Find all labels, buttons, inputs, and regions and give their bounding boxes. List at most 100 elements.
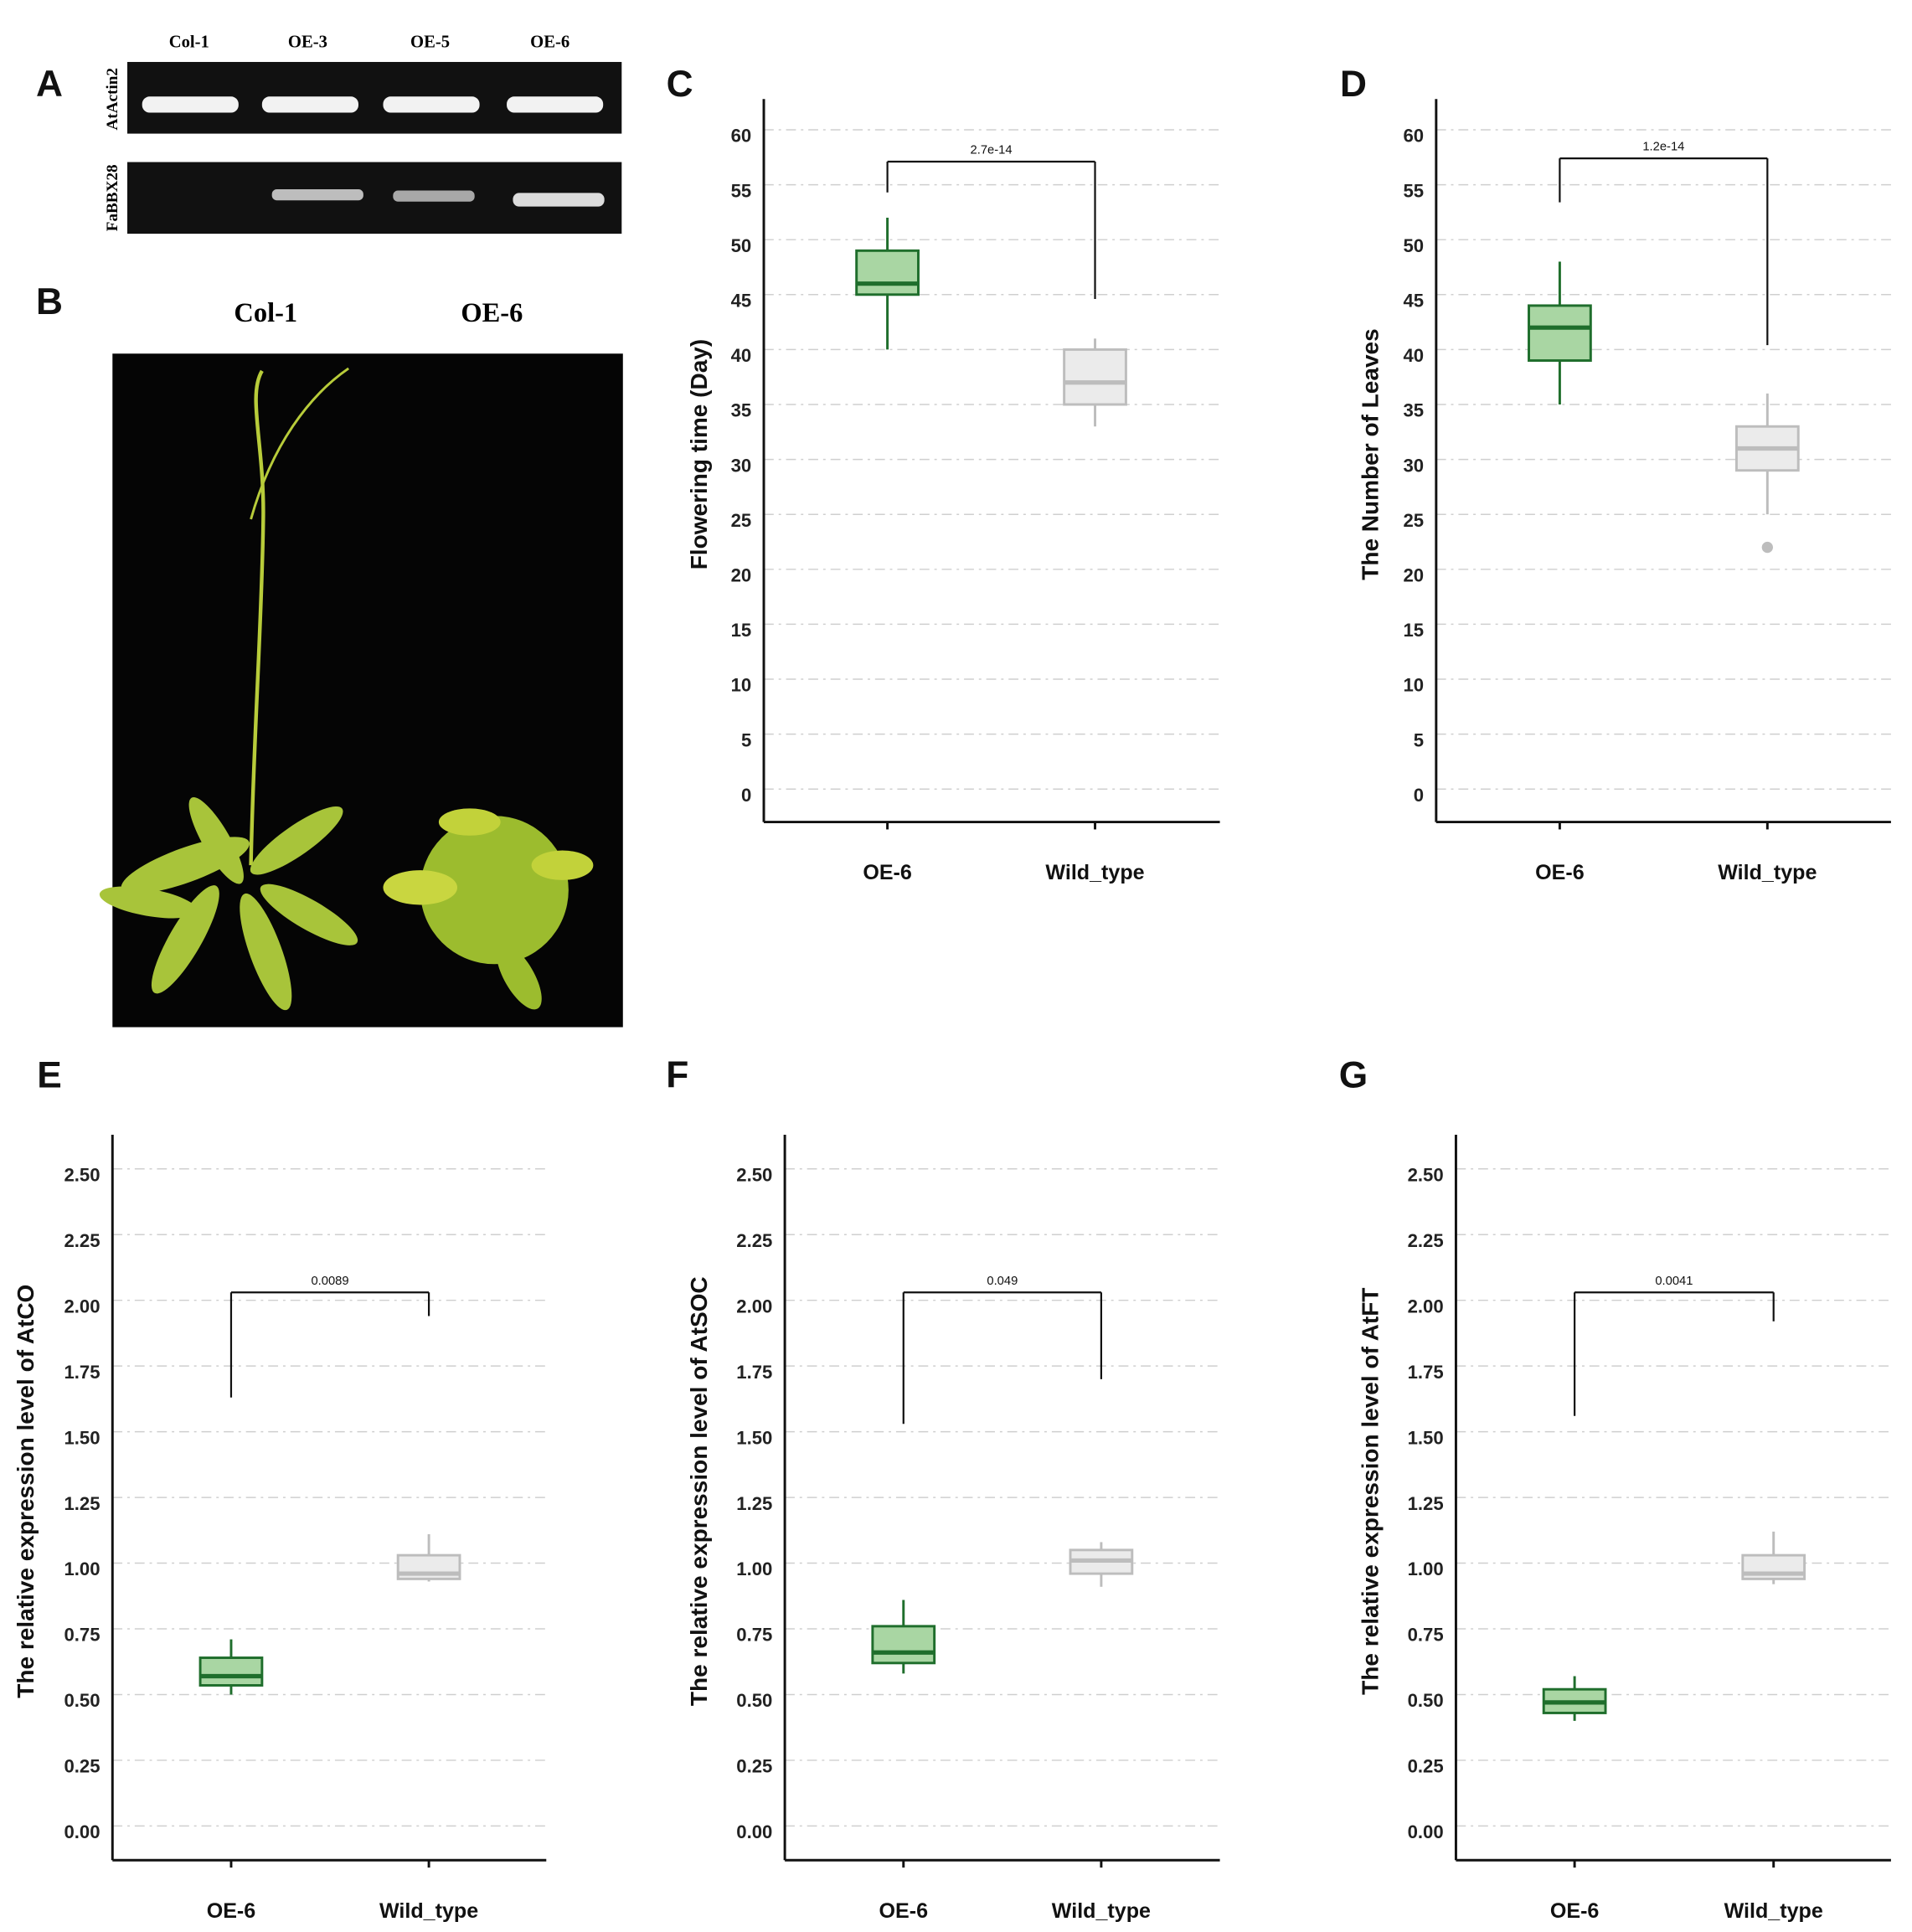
band: [271, 188, 363, 201]
y-tick-label: 1.75: [736, 1362, 772, 1383]
y-tick-label: 0: [1414, 785, 1424, 806]
y-tick-label: 2.25: [1408, 1230, 1444, 1251]
y-tick-label: 1.00: [736, 1558, 772, 1579]
photo-label: Col-1: [234, 298, 297, 328]
y-axis-label: The relative expression level of AtFT: [1357, 1288, 1383, 1695]
x-tick-label: Wild_type: [1718, 861, 1817, 884]
stem: [250, 367, 350, 520]
x-tick-label: Wild_type: [1052, 1899, 1151, 1923]
y-tick-label: 1.25: [1408, 1493, 1444, 1514]
y-tick-label: 0.50: [64, 1690, 100, 1711]
plant-photo: [99, 353, 623, 1028]
photo-label: OE-6: [461, 298, 523, 328]
y-tick-label: 50: [1403, 235, 1424, 256]
band: [261, 96, 358, 113]
y-tick-label: 30: [1403, 455, 1424, 476]
y-tick-label: 2.50: [736, 1164, 772, 1185]
y-tick-label: 30: [731, 455, 752, 476]
gene-label: AtActin2: [104, 68, 121, 131]
x-tick-label: OE-6: [863, 861, 912, 884]
y-tick-label: 2.25: [64, 1230, 100, 1251]
band: [142, 96, 239, 113]
y-axis-label: The Number of Leaves: [1357, 328, 1383, 580]
rosette: [99, 796, 358, 1011]
y-tick-label: 2.00: [1408, 1296, 1444, 1316]
x-tick-label: Wild_type: [1724, 1899, 1823, 1923]
y-axis-label: The relative expression level of AtSOC: [686, 1276, 712, 1706]
y-tick-label: 45: [731, 290, 752, 311]
y-tick-label: 2.00: [736, 1296, 772, 1316]
y-tick-label: 0.75: [736, 1625, 772, 1646]
p-value: 0.0089: [311, 1275, 348, 1288]
y-tick-label: 2.50: [64, 1164, 100, 1185]
band: [513, 193, 605, 207]
x-tick-label: Wild_type: [379, 1899, 478, 1923]
box: [871, 1625, 936, 1665]
lane-label: OE-5: [410, 33, 450, 52]
y-tick-label: 0.25: [64, 1756, 100, 1777]
y-tick-label: 1.50: [736, 1427, 772, 1448]
lane-label: OE-6: [530, 33, 569, 52]
p-value: 1.2e-14: [1642, 141, 1684, 154]
y-tick-label: 10: [731, 675, 752, 696]
y-tick-label: 40: [1403, 345, 1424, 366]
panel-letter: F: [666, 1055, 688, 1096]
box: [855, 249, 920, 296]
box: [1528, 304, 1592, 362]
rosette: [383, 808, 594, 1010]
panel-letter: G: [1339, 1055, 1368, 1096]
panel-letter: C: [667, 64, 693, 105]
lane-label: Col-1: [169, 33, 209, 52]
band: [393, 190, 475, 202]
y-tick-label: 50: [731, 235, 752, 256]
panel-letter: A: [36, 64, 63, 105]
box: [198, 1656, 264, 1687]
y-tick-label: 0.75: [1408, 1625, 1444, 1646]
x-tick-label: OE-6: [207, 1899, 256, 1923]
y-axis-label: The relative expression level of AtCO: [13, 1285, 39, 1698]
band: [507, 96, 604, 113]
y-tick-label: 2.00: [64, 1296, 100, 1316]
y-tick-label: 0.00: [1408, 1821, 1444, 1842]
y-tick-label: 1.75: [1408, 1362, 1444, 1383]
x-tick-label: OE-6: [1550, 1899, 1600, 1923]
y-tick-label: 1.25: [64, 1493, 100, 1514]
y-tick-label: 60: [731, 126, 752, 147]
stem: [249, 369, 265, 866]
y-tick-label: 0.75: [64, 1625, 100, 1646]
y-tick-label: 1.00: [64, 1558, 100, 1579]
x-tick-label: Wild_type: [1045, 861, 1144, 884]
y-tick-label: 60: [1403, 126, 1424, 147]
x-tick-label: OE-6: [1535, 861, 1585, 884]
y-tick-label: 15: [1403, 620, 1424, 641]
panel-letter: D: [1340, 64, 1367, 105]
y-tick-label: 2.50: [1408, 1164, 1444, 1185]
y-tick-label: 40: [731, 345, 752, 366]
y-tick-label: 55: [731, 180, 752, 201]
y-tick-label: 45: [1403, 290, 1424, 311]
y-tick-label: 25: [1403, 510, 1424, 531]
p-value: 0.0041: [1655, 1275, 1693, 1288]
x-tick-label: OE-6: [879, 1899, 929, 1923]
y-tick-label: 15: [731, 620, 752, 641]
y-tick-label: 0.25: [1408, 1756, 1444, 1777]
y-tick-label: 1.25: [736, 1493, 772, 1514]
y-tick-label: 20: [731, 565, 752, 586]
y-tick-label: 1.50: [1408, 1427, 1444, 1448]
gel: [127, 61, 622, 234]
y-tick-label: 2.25: [736, 1230, 772, 1251]
y-tick-label: 1.00: [1408, 1558, 1444, 1579]
y-tick-label: 5: [1414, 729, 1424, 750]
y-tick-label: 1.75: [64, 1362, 100, 1383]
y-tick-label: 35: [731, 400, 752, 421]
y-tick-label: 0.50: [1408, 1690, 1444, 1711]
p-value: 2.7e-14: [971, 144, 1013, 157]
y-tick-label: 0: [741, 785, 751, 806]
box: [1063, 348, 1127, 406]
y-tick-label: 0.00: [64, 1821, 100, 1842]
panel-letter: E: [37, 1055, 62, 1096]
lane-label: OE-3: [288, 33, 327, 52]
y-axis-label: Flowering time (Day): [686, 339, 712, 570]
y-tick-label: 35: [1403, 400, 1424, 421]
